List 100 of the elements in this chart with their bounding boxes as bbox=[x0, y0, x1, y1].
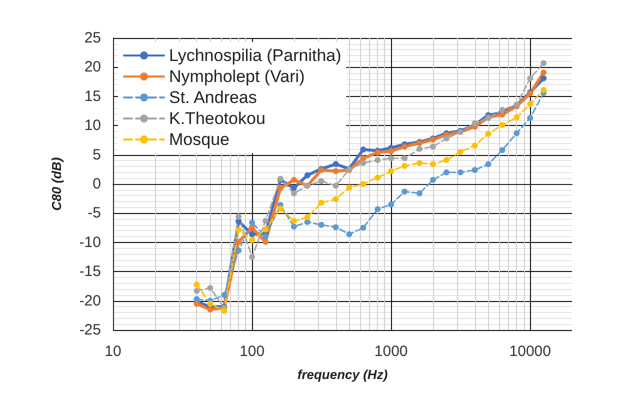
point bbox=[249, 220, 256, 226]
point bbox=[318, 200, 324, 206]
point bbox=[360, 160, 366, 166]
point bbox=[332, 196, 339, 202]
point bbox=[374, 157, 381, 164]
point bbox=[402, 162, 408, 169]
point bbox=[514, 130, 520, 136]
legend-label: Lychnospilia (Parnitha) bbox=[169, 46, 342, 65]
point bbox=[332, 224, 339, 230]
point bbox=[540, 86, 547, 93]
point bbox=[304, 172, 310, 178]
point bbox=[472, 166, 478, 173]
point bbox=[360, 181, 366, 187]
point bbox=[416, 146, 422, 152]
point bbox=[499, 106, 506, 113]
point bbox=[262, 234, 269, 240]
point bbox=[194, 288, 200, 294]
point bbox=[430, 144, 436, 150]
point bbox=[249, 231, 256, 238]
point bbox=[443, 157, 450, 164]
legend-label: Mosque bbox=[169, 130, 230, 149]
point bbox=[290, 190, 297, 196]
point bbox=[262, 226, 269, 233]
point bbox=[485, 130, 492, 137]
x-tick-label: 10 bbox=[104, 343, 122, 360]
point bbox=[388, 201, 394, 208]
x-axis-title: frequency (Hz) bbox=[297, 367, 388, 382]
x-tick-label: 1000 bbox=[374, 343, 408, 360]
point bbox=[277, 185, 284, 192]
point bbox=[277, 206, 284, 212]
legend-label: K.Theotokou bbox=[169, 109, 266, 128]
point bbox=[527, 115, 534, 122]
point bbox=[430, 176, 436, 183]
point bbox=[388, 168, 394, 174]
y-tick-label: 10 bbox=[84, 117, 101, 134]
point bbox=[262, 218, 269, 224]
point bbox=[318, 178, 324, 184]
point bbox=[249, 254, 256, 260]
y-tick-label: -5 bbox=[88, 204, 101, 222]
point bbox=[236, 238, 242, 245]
point bbox=[207, 306, 214, 313]
point bbox=[249, 237, 256, 244]
point bbox=[318, 222, 324, 228]
point bbox=[221, 292, 228, 298]
point bbox=[290, 185, 297, 192]
point bbox=[416, 160, 422, 166]
point bbox=[457, 148, 464, 155]
point bbox=[236, 214, 242, 220]
point bbox=[290, 224, 297, 230]
point bbox=[332, 182, 339, 189]
point bbox=[499, 122, 506, 128]
x-tick-label: 100 bbox=[240, 343, 265, 360]
y-tick-label: 5 bbox=[92, 146, 101, 164]
point bbox=[443, 135, 450, 142]
point bbox=[485, 161, 492, 168]
point bbox=[332, 168, 339, 174]
point bbox=[207, 284, 214, 291]
point bbox=[443, 169, 450, 176]
point bbox=[249, 224, 256, 231]
point bbox=[346, 184, 352, 190]
point bbox=[499, 147, 506, 154]
point bbox=[290, 218, 297, 224]
point bbox=[402, 188, 408, 195]
point bbox=[236, 248, 242, 254]
point bbox=[540, 60, 547, 66]
point bbox=[236, 227, 242, 234]
y-tick-label: -10 bbox=[79, 234, 101, 251]
point bbox=[388, 148, 394, 154]
point bbox=[304, 214, 310, 220]
point bbox=[540, 75, 547, 82]
point bbox=[332, 161, 339, 168]
point bbox=[360, 224, 366, 231]
point bbox=[457, 169, 464, 176]
point bbox=[374, 206, 381, 212]
y-tick-label: 25 bbox=[84, 30, 101, 46]
y-tick-label: -20 bbox=[79, 292, 101, 310]
legend-label: St. Andreas bbox=[169, 88, 257, 107]
point bbox=[416, 190, 422, 196]
point bbox=[221, 308, 228, 314]
y-tick-label: 15 bbox=[84, 88, 101, 105]
point bbox=[514, 114, 520, 120]
y-tick-label: -25 bbox=[79, 322, 101, 338]
point bbox=[430, 161, 436, 168]
point bbox=[402, 144, 408, 150]
point bbox=[346, 231, 352, 238]
point bbox=[540, 69, 547, 76]
point bbox=[360, 146, 366, 153]
point bbox=[388, 155, 394, 162]
legend-label: Nympholept (Vari) bbox=[169, 67, 305, 86]
point bbox=[290, 176, 297, 183]
point bbox=[374, 174, 381, 181]
y-tick-label: -15 bbox=[79, 263, 101, 280]
point bbox=[207, 300, 214, 307]
point bbox=[527, 75, 534, 82]
point bbox=[194, 296, 200, 302]
y-tick-label: 20 bbox=[84, 58, 101, 76]
x-tick-label: 10000 bbox=[509, 343, 551, 360]
point bbox=[402, 155, 408, 162]
point bbox=[472, 142, 478, 148]
y-tick-label: 0 bbox=[92, 176, 101, 192]
